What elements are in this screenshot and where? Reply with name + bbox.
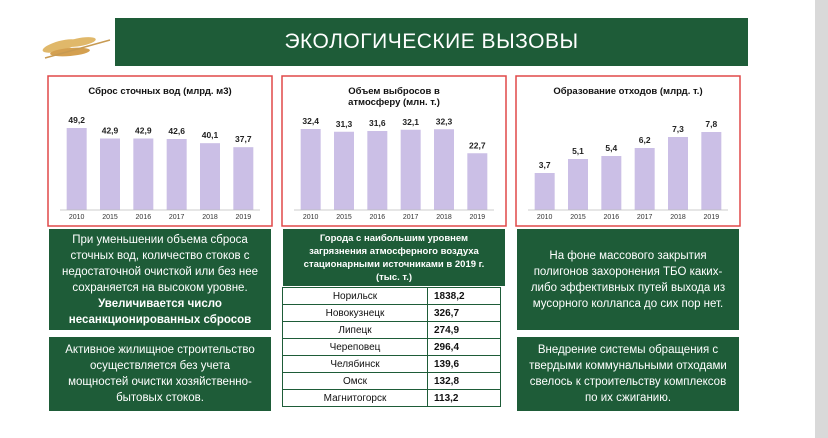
- x-tick-label: 2018: [436, 214, 452, 221]
- x-tick-label: 2019: [236, 214, 252, 221]
- x-tick-label: 2017: [403, 214, 419, 221]
- city-table: Норильск 1838,2 Новокузнецк 326,7 Липецк 274,…: [282, 287, 501, 407]
- bar: [701, 132, 722, 210]
- bar: [400, 129, 421, 210]
- value-cell: 139,6: [427, 355, 501, 373]
- chart-title: Объем выбросов в атмосферу (млн. т.): [348, 86, 440, 108]
- x-tick-label: 2015: [570, 214, 586, 221]
- bar: [634, 148, 655, 210]
- value-label: 3,7: [539, 160, 551, 170]
- x-tick-label: 2016: [136, 214, 152, 221]
- value-cell: 274,9: [427, 321, 501, 339]
- chart-title: Сброс сточных вод (млрд. м3): [88, 86, 232, 97]
- bar: [166, 139, 187, 210]
- value-cell: 113,2: [427, 389, 501, 407]
- bar: [668, 137, 688, 210]
- note-text: При уменьшении объема сброса сточных вод…: [62, 233, 258, 294]
- value-label: 7,8: [705, 119, 717, 129]
- side-strip: [815, 0, 828, 438]
- note-box: На фоне массового закрытия полигонов зах…: [516, 228, 740, 331]
- city-cell: Челябинск: [282, 355, 428, 373]
- value-label: 40,1: [202, 130, 219, 140]
- value-label: 32,1: [402, 117, 419, 127]
- value-label: 7,3: [672, 124, 684, 134]
- value-cell: 132,8: [427, 372, 501, 390]
- value-label: 6,2: [639, 135, 651, 145]
- wheat-icon: [42, 37, 111, 59]
- note-box: При уменьшении объема сброса сточных вод…: [48, 228, 272, 331]
- x-tick-label: 2017: [169, 214, 185, 221]
- note-box: Внедрение системы обращения с твердыми к…: [516, 336, 740, 412]
- x-tick-label: 2010: [69, 214, 85, 221]
- x-tick-label: 2018: [670, 214, 686, 221]
- bar: [233, 147, 254, 210]
- x-tick-label: 2017: [637, 214, 653, 221]
- value-label: 5,4: [605, 143, 617, 153]
- value-label: 31,6: [369, 118, 386, 128]
- value-label: 5,1: [572, 146, 584, 156]
- bar: [601, 156, 622, 210]
- bar: [467, 153, 488, 210]
- table-title-text: Города с наибольшим уровнем загрязнения …: [303, 232, 485, 283]
- value-label: 42,9: [135, 126, 152, 136]
- chart-title: Образование отходов (млрд. т.): [553, 86, 703, 97]
- value-label: 31,3: [336, 119, 353, 129]
- bar: [334, 131, 354, 210]
- note-box: Активное жилищное строительство осуществ…: [48, 336, 272, 412]
- value-label: 42,9: [102, 126, 119, 136]
- x-tick-label: 2019: [470, 214, 486, 221]
- value-label: 22,7: [469, 140, 486, 150]
- value-label: 32,3: [436, 116, 453, 126]
- note-text: Активное жилищное строительство осуществ…: [65, 344, 255, 404]
- city-cell: Череповец: [282, 338, 428, 356]
- bar: [434, 129, 454, 210]
- x-tick-label: 2010: [303, 214, 319, 221]
- value-cell: 1838,2: [427, 287, 501, 305]
- slide-title: ЭКОЛОГИЧЕСКИЕ ВЫЗОВЫ: [115, 18, 748, 66]
- x-tick-label: 2010: [537, 214, 553, 221]
- value-label: 32,4: [302, 116, 319, 126]
- x-tick-label: 2019: [704, 214, 720, 221]
- bar: [367, 131, 388, 210]
- city-cell: Новокузнецк: [282, 304, 428, 322]
- value-cell: 296,4: [427, 338, 501, 356]
- table-row: Липецк 274,9: [282, 321, 501, 339]
- x-tick-label: 2018: [202, 214, 218, 221]
- table-row: Норильск 1838,2: [282, 287, 501, 305]
- x-tick-label: 2015: [102, 214, 118, 221]
- bar: [300, 129, 321, 210]
- city-cell: Магнитогорск: [282, 389, 428, 407]
- table-row: Магнитогорск 113,2: [282, 389, 501, 407]
- city-cell: Липецк: [282, 321, 428, 339]
- value-label: 37,7: [235, 134, 252, 144]
- note-text: При уменьшении объема сброса сточных вод…: [59, 232, 261, 328]
- bar: [133, 138, 154, 210]
- value-cell: 326,7: [427, 304, 501, 322]
- bar: [534, 173, 555, 210]
- city-cell: Омск: [282, 372, 428, 390]
- bar: [66, 128, 87, 210]
- value-label: 42,6: [168, 126, 185, 136]
- x-tick-label: 2015: [336, 214, 352, 221]
- city-cell: Норильск: [282, 287, 428, 305]
- x-tick-label: 2016: [370, 214, 386, 221]
- bar: [100, 138, 120, 210]
- note-text: Внедрение системы обращения с твердыми к…: [529, 344, 727, 404]
- bar: [568, 159, 588, 210]
- table-title: Города с наибольшим уровнем загрязнения …: [282, 228, 506, 287]
- table-row: Череповец 296,4: [282, 338, 501, 356]
- note-emphasis: Увеличивается число несанкционированных …: [68, 297, 252, 326]
- x-tick-label: 2016: [604, 214, 620, 221]
- value-label: 49,2: [68, 115, 85, 125]
- table-row: Омск 132,8: [282, 372, 501, 390]
- table-row: Челябинск 139,6: [282, 355, 501, 373]
- table-row: Новокузнецк 326,7: [282, 304, 501, 322]
- bar: [200, 143, 220, 210]
- note-text: На фоне массового закрытия полигонов зах…: [530, 249, 726, 310]
- charts: 49,2 2010 42,9 2015 42,9 2016 42,6 2017 40,1 2018…: [60, 115, 728, 221]
